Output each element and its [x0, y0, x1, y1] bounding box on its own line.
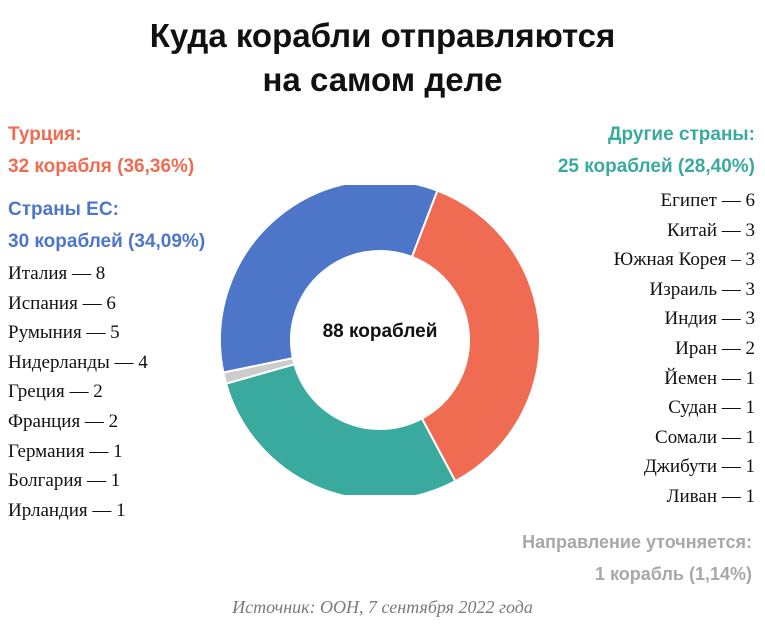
country-item: Франция — 2 — [8, 410, 119, 432]
country-item: Румыния — 5 — [8, 322, 120, 344]
pending-name: Направление уточняется: — [522, 532, 752, 552]
other-label: Другие страны: 25 кораблей (28,40%) — [558, 119, 755, 183]
country-item: Иран — 2 — [675, 337, 755, 359]
country-item: Израиль — 3 — [649, 278, 755, 300]
country-item: Джибути — 1 — [643, 456, 755, 478]
country-item: Египет — 6 — [660, 190, 755, 211]
title-line-1: Куда корабли отправляются — [149, 17, 616, 54]
eu-country-list: Италия — 8 Испания — 6 Румыния — 5 Нидерлан… — [8, 259, 148, 525]
donut-slice — [219, 185, 439, 374]
country-item: Сомали — 1 — [655, 426, 755, 448]
donut-slice — [410, 189, 541, 483]
turkey-label: Турция: 32 корабля (36,36%) — [8, 119, 194, 183]
country-item: Индия — 3 — [664, 308, 755, 330]
donut-chart — [219, 185, 541, 495]
country-item: Греция — 2 — [8, 381, 103, 403]
eu-name: Страны ЕС: — [8, 199, 119, 220]
donut-slice — [224, 363, 457, 495]
eu-label: Страны ЕС: 30 кораблей (34,09%) — [8, 194, 205, 258]
country-item: Нидерланды — 4 — [8, 351, 148, 373]
other-name: Другие страны: — [608, 124, 755, 145]
turkey-name: Турция: — [8, 124, 82, 145]
country-item: Йемен — 1 — [664, 367, 755, 389]
other-country-list: Египет — 6 Китай — 3 Южная Корея – 3 Израил… — [614, 186, 755, 512]
pending-label: Направление уточняется: 1 корабль (1,14%… — [522, 526, 752, 590]
country-item: Ирландия — 1 — [8, 499, 126, 521]
country-item: Италия — 8 — [8, 263, 106, 284]
country-item: Испания — 6 — [8, 292, 116, 314]
country-item: Германия — 1 — [8, 440, 123, 462]
country-item: Китай — 3 — [667, 219, 755, 241]
pending-detail: 1 корабль (1,14%) — [595, 564, 752, 584]
title-line-2: на самом деле — [262, 61, 503, 98]
country-item: Судан — 1 — [668, 397, 755, 419]
eu-detail: 30 кораблей (34,09%) — [8, 231, 206, 252]
country-item: Болгария — 1 — [8, 470, 121, 492]
chart-title: Куда корабли отправляются на самом деле — [0, 14, 765, 102]
other-detail: 25 кораблей (28,40%) — [557, 156, 755, 177]
country-item: Южная Корея – 3 — [613, 249, 755, 271]
source-note: Источник: ООН, 7 сентября 2022 года — [232, 597, 533, 617]
country-item: Ливан — 1 — [666, 485, 755, 507]
turkey-detail: 32 корабля (36,36%) — [8, 156, 195, 177]
donut-center-label: 88 кораблей — [322, 321, 438, 342]
